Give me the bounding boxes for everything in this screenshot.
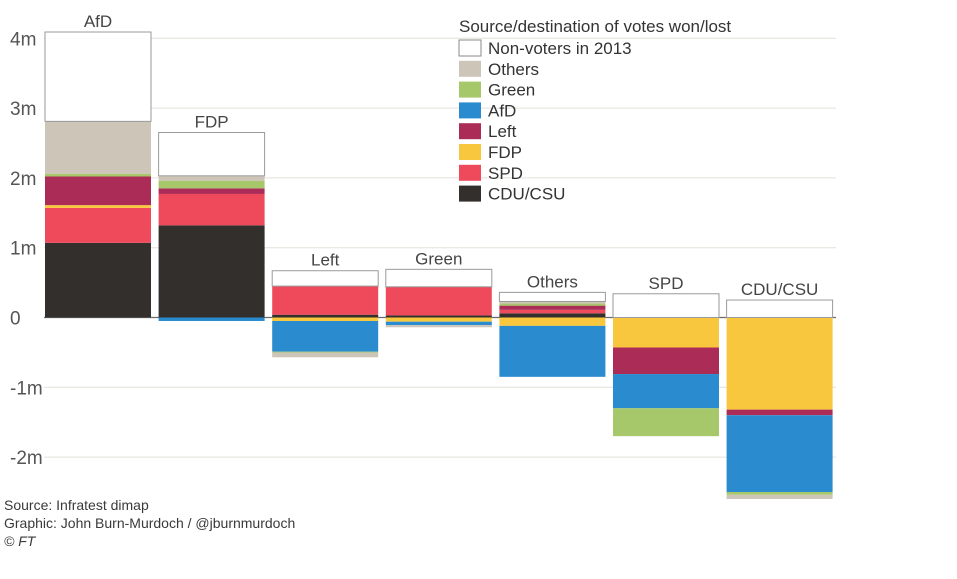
legend-label-green: Green <box>488 81 535 100</box>
bar-segment-green-others <box>385 325 492 328</box>
bar-segment-others-non-voters-in-2013 <box>498 291 606 302</box>
bar-segment-afd-green <box>45 173 151 177</box>
bar-segment-cdu-csu-left <box>726 409 833 416</box>
bar-segment-afd-non-voters-in-2013 <box>44 31 152 122</box>
category-label-green: Green <box>415 249 462 268</box>
legend-swatch-spd <box>459 164 481 181</box>
bar-segment-left-non-voters-in-2013 <box>271 270 379 287</box>
legend-label-afd: AfD <box>488 101 516 120</box>
bar-segment-others-fdp <box>499 317 606 326</box>
bar-segment-left-fdp <box>272 317 379 321</box>
bar-segment-others-cdu-csu <box>499 313 606 318</box>
bar-segment-spd-left <box>613 347 719 375</box>
y-tick-label: 2m <box>10 169 36 190</box>
bar-segment-fdp-cdu-csu <box>158 225 265 318</box>
bar-segment-cdu-csu-others <box>726 494 833 499</box>
bar-segment-afd-left <box>45 176 151 206</box>
legend-swatch-green <box>459 81 481 98</box>
category-label-fdp: FDP <box>195 113 229 132</box>
bar-segment-spd-fdp <box>613 317 719 348</box>
bar-segment-fdp-others <box>158 175 265 181</box>
legend-title: Source/destination of votes won/lost <box>459 17 731 36</box>
bar-segment-fdp-left <box>158 188 265 194</box>
bar-segment-green-spd <box>385 286 492 316</box>
copyright-note: © FT <box>4 533 36 549</box>
y-tick-label: 1m <box>10 239 36 260</box>
bar-segment-left-afd <box>272 320 379 352</box>
legend-label-others: Others <box>488 60 539 79</box>
legend-swatch-cdu-csu <box>459 185 481 202</box>
bar-segment-green-afd <box>385 321 492 326</box>
bar-segment-green-cdu-csu <box>385 315 492 318</box>
category-label-left: Left <box>311 251 340 270</box>
category-label-others: Others <box>527 272 578 291</box>
legend-swatch-non-voters-in-2013 <box>458 39 482 57</box>
y-tick-label: -1m <box>10 378 43 399</box>
bar-segment-fdp-spd <box>158 193 265 226</box>
legend-swatch-left <box>459 123 481 140</box>
bar-segment-left-cdu-csu <box>272 314 379 318</box>
bar-segment-green-fdp <box>385 317 492 322</box>
bar-segment-others-left <box>499 305 606 310</box>
bar-segment-spd-green <box>613 408 719 437</box>
bar-segment-others-afd <box>499 325 606 377</box>
category-label-spd: SPD <box>649 274 684 293</box>
y-tick-label: 0 <box>10 309 21 330</box>
category-label-afd: AfD <box>84 12 112 31</box>
bar-segment-cdu-csu-fdp <box>726 317 833 410</box>
bar-segment-cdu-csu-green <box>726 492 833 495</box>
legend-label-non-voters-in-2013: Non-voters in 2013 <box>488 39 632 58</box>
category-label-cdu-csu: CDU/CSU <box>741 280 818 299</box>
y-tick-label: -2m <box>10 448 43 469</box>
legend-label-spd: SPD <box>488 164 523 183</box>
graphic-credit: Graphic: John Burn-Murdoch / @jburnmurdo… <box>4 515 296 531</box>
bar-segment-green-non-voters-in-2013 <box>385 268 493 288</box>
y-tick-label: 3m <box>10 99 36 120</box>
bar-segment-spd-non-voters-in-2013 <box>612 293 720 319</box>
bar-segment-left-spd <box>272 286 379 315</box>
bar-segment-others-others <box>499 301 606 304</box>
bar-segment-afd-spd <box>45 207 151 243</box>
y-tick-label: 4m <box>10 29 36 50</box>
bar-segment-fdp-afd <box>158 317 265 321</box>
bar-segment-others-spd <box>499 309 606 314</box>
legend-swatch-afd <box>459 102 481 119</box>
bar-segment-afd-fdp <box>45 205 151 208</box>
legend-label-cdu-csu: CDU/CSU <box>488 185 565 204</box>
legend-label-fdp: FDP <box>488 143 522 162</box>
legend-label-left: Left <box>488 122 517 141</box>
bar-segment-others-green <box>499 303 606 306</box>
bar-segment-left-others <box>272 352 379 358</box>
bar-segment-afd-cdu-csu <box>45 242 151 318</box>
bar-segment-afd-others <box>45 121 151 174</box>
bar-segment-cdu-csu-non-voters-in-2013 <box>726 299 834 318</box>
source-note: Source: Infratest dimap <box>4 497 149 513</box>
legend-swatch-others <box>459 60 481 77</box>
bar-segment-left-green <box>272 351 379 353</box>
bar-segment-cdu-csu-afd <box>726 415 833 492</box>
bar-segment-fdp-non-voters-in-2013 <box>158 132 266 177</box>
legend-swatch-fdp <box>459 144 481 160</box>
bar-segment-spd-afd <box>613 374 719 409</box>
bar-layer <box>44 31 834 499</box>
legend: Source/destination of votes won/lost Non-… <box>458 17 731 204</box>
label-layer: 4m 3m 2m 1m 0 -1m -2m AfD FDP Left Green Others SPD C… <box>10 12 818 469</box>
bar-segment-fdp-green <box>158 180 265 189</box>
